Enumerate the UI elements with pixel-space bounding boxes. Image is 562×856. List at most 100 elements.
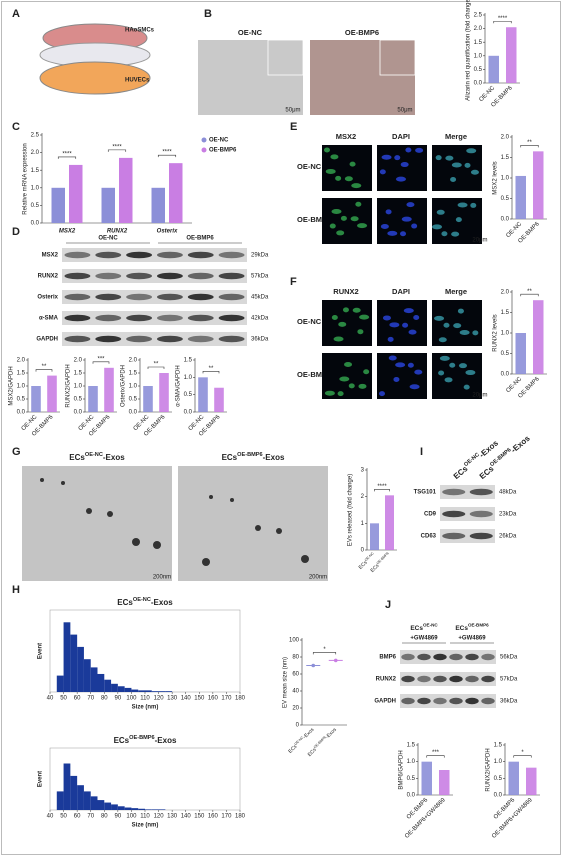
y-tick-label: 40 [292,689,299,695]
cell [348,383,355,389]
cell [339,376,350,382]
x-tick-label: 60 [74,696,81,702]
x-tick-label: 50 [60,814,67,820]
kda-label: 36kDa [500,699,518,705]
cell [352,307,361,313]
significance-bracket [157,154,177,158]
inset [379,39,416,76]
micrograph [377,353,427,399]
x-tick-label: 130 [167,696,178,702]
blot-band [64,335,91,343]
panel-label: C [12,121,20,133]
blot-band [417,697,431,705]
blot-band [401,675,415,683]
y-tick-label: 2.0 [31,150,40,156]
cell [472,330,479,336]
y-tick-label: 2.0 [17,358,26,364]
histogram-bar [90,667,98,692]
protein-label: Osterix [37,295,58,301]
significance: *** [97,356,105,362]
bar [104,367,114,412]
bar [533,151,544,219]
protein-label: α-SMA [39,316,59,322]
column-header: Merge [445,132,467,141]
protein-label: BMP6 [379,655,396,661]
y-tick-label: 1.5 [501,155,510,161]
cell [464,162,471,168]
y-tick-label: 2.5 [474,13,483,19]
blot-band [433,675,447,683]
blot-band [95,251,122,259]
y-tick-label: 0.5 [17,397,26,403]
blot-band [449,697,463,705]
vesicle [230,498,234,502]
x-tick-label: RUNX2 [107,229,128,235]
cell [388,355,397,361]
x-tick-label: 170 [221,696,232,702]
cell [349,161,356,167]
cell [359,314,370,320]
cell [411,223,418,229]
x-tick-label: 110 [140,814,150,820]
y-tick-label: 20 [292,706,299,712]
micrograph [377,300,427,346]
cell [470,202,477,208]
text-sup: OE-NC [294,735,305,746]
text-sup: OE-NC [423,623,438,628]
significance-bracket [520,145,539,148]
cell [408,329,417,335]
blot-band [218,335,245,343]
significance: * [323,647,326,653]
y-tick-label: 1.0 [474,53,483,59]
cell [400,231,407,237]
y-tick-label: 0.0 [129,410,138,416]
cell [336,230,345,236]
row-label: OE-BMP6 [297,370,331,379]
image-title: OE-BMP6 [345,28,379,37]
blot-band [95,335,122,343]
cell [358,383,367,389]
y-tick-label: 1.5 [501,310,510,316]
text-base: ECs [307,747,318,758]
x-tick-label: 140 [181,814,192,820]
text-sup: OE-BMP6 [237,453,263,459]
tem-image [22,466,172,581]
x-tick-label: 80 [101,696,108,702]
protein-label: RUNX2 [38,274,59,280]
cell [465,370,476,376]
blot-band [218,272,245,280]
significance-bracket [57,156,77,159]
cell [337,391,344,397]
protein-label: TSG101 [414,490,437,496]
bar [488,55,499,83]
histogram-bar [117,686,125,692]
cell [463,384,470,390]
x-tick-label: 50 [60,696,67,702]
blot-strip [62,311,247,325]
illustration-label: HAoSMCs [125,28,155,34]
row-label: OE-BMP6 [297,215,331,224]
micrograph [377,198,427,244]
blot-header-line2: +GW4869 [410,636,438,642]
blot-band [481,697,495,705]
y-axis-label: Event [38,771,44,787]
y-axis-label: RUNX2/GAPDH [486,748,492,791]
blot-band [187,293,214,301]
blot-strip [440,529,495,543]
blot-band [401,697,415,705]
kda-label: 57kDa [500,677,518,683]
y-tick-label: 2.0 [501,135,510,141]
significance: ** [42,364,47,370]
blot-band [187,314,214,322]
cell [413,315,420,321]
bar [169,163,183,223]
histogram-bar [117,806,125,810]
bar [385,495,394,550]
histogram-bar [70,634,78,692]
cell [436,209,445,215]
significance-bracket [520,293,539,297]
y-axis-label: Osterix/GAPDH [121,365,127,407]
text-sup: OE-BMP6 [129,736,155,742]
y-tick-label: 0.5 [74,397,83,403]
significance-bracket [35,369,53,372]
